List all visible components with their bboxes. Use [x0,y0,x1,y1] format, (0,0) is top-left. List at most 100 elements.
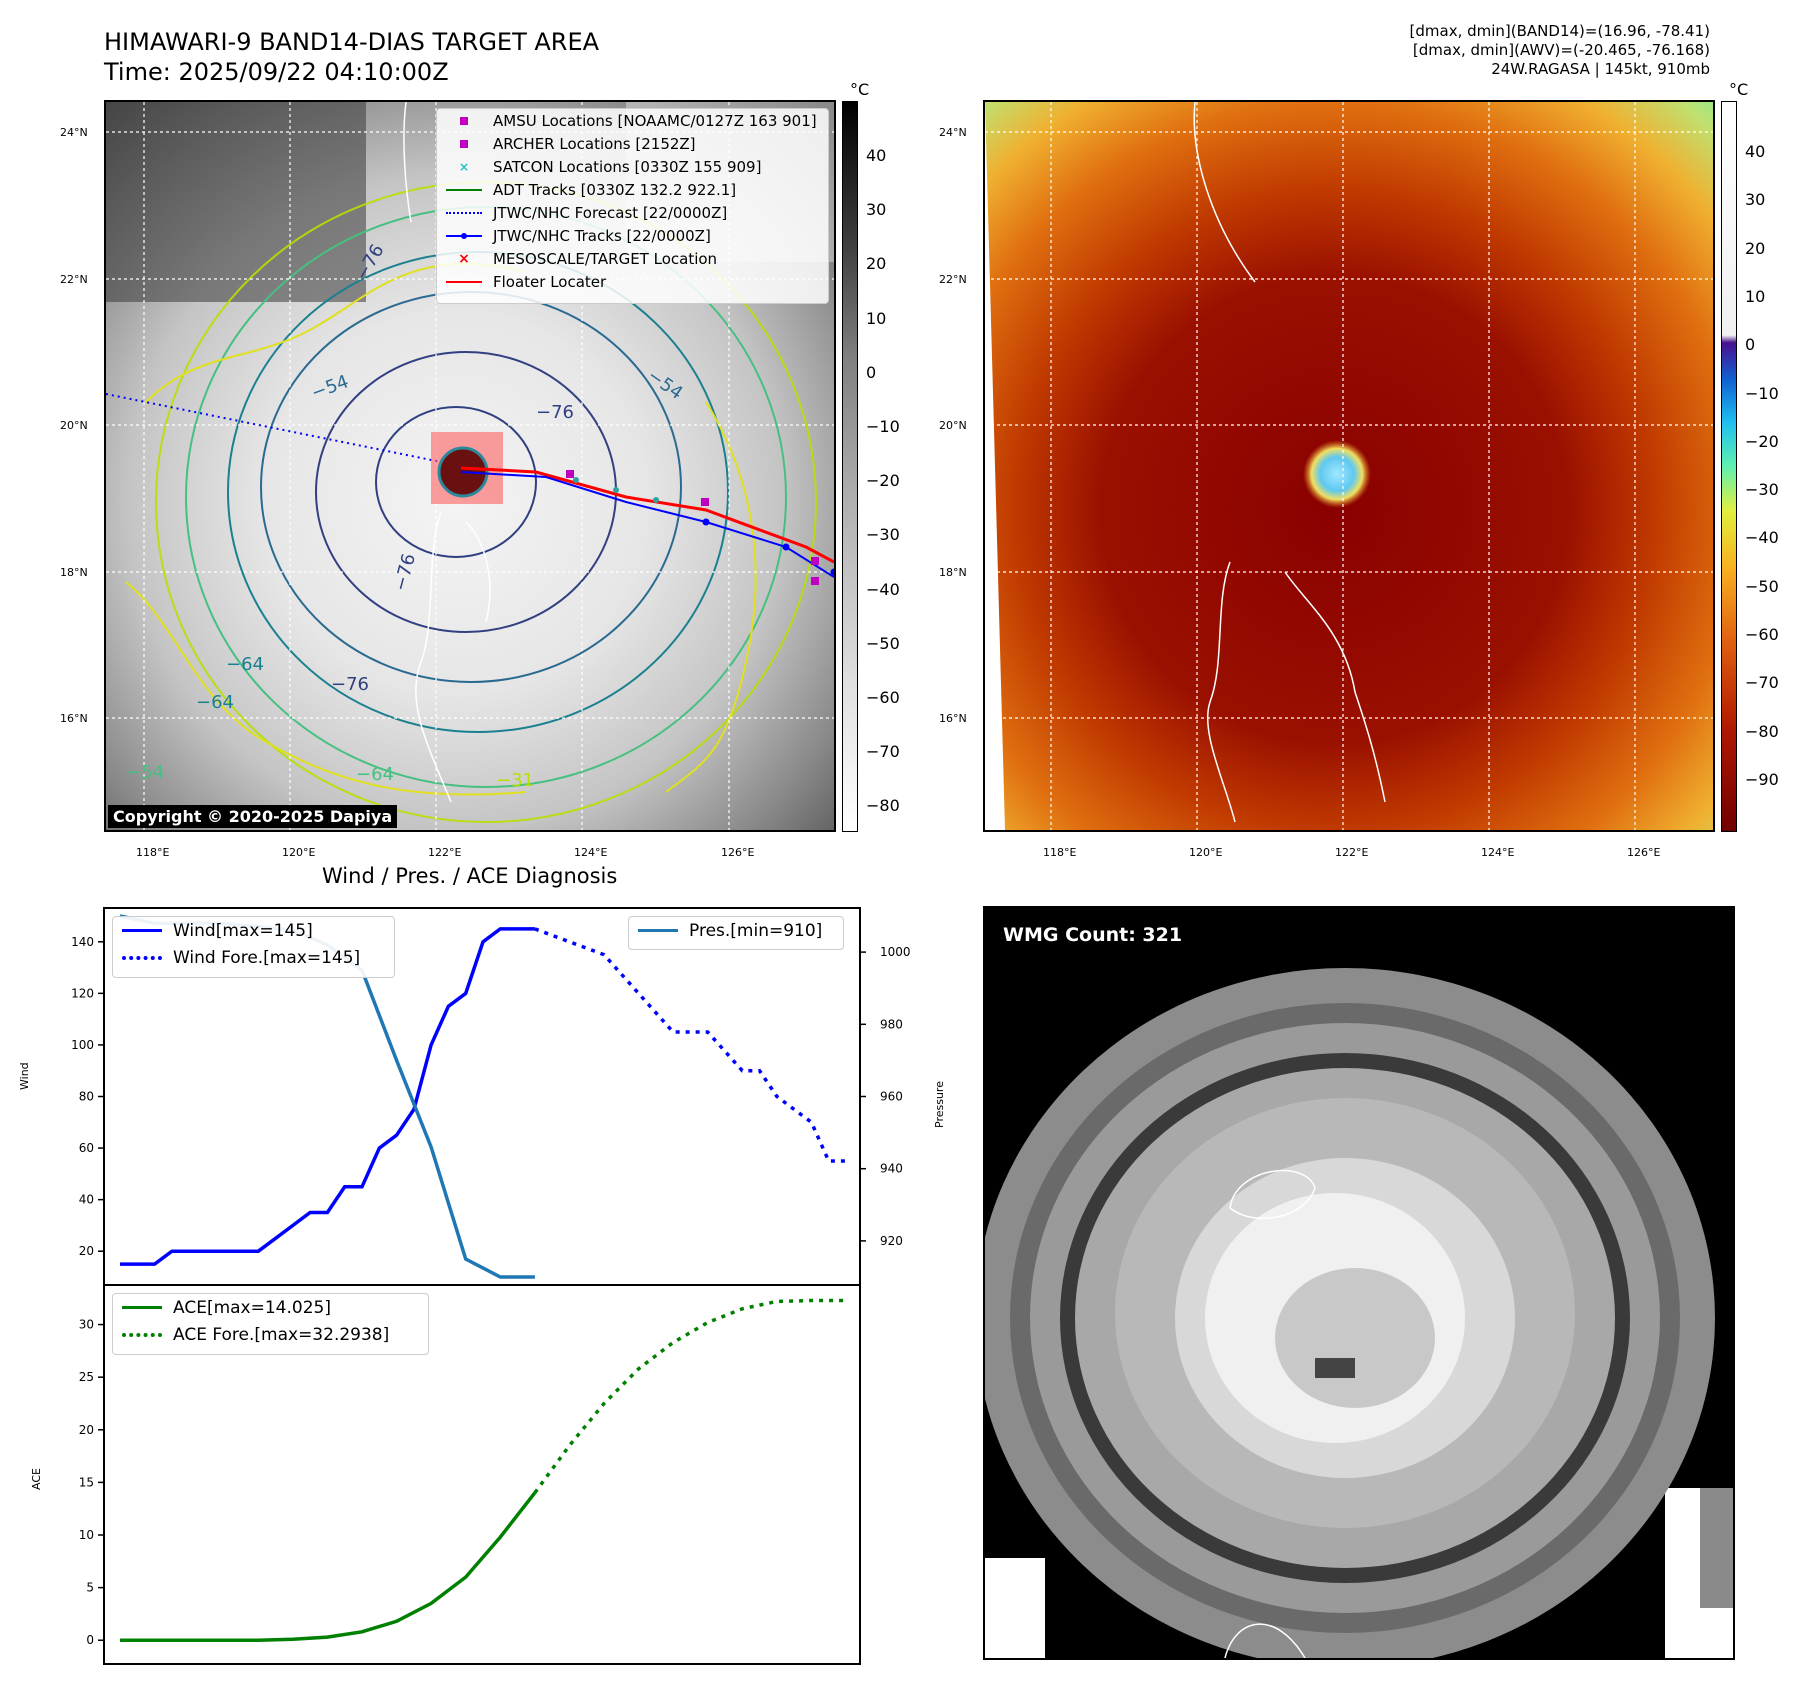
y-tick-label: 100 [71,1038,94,1052]
legend-item: Wind Fore.[max=145] [113,944,394,971]
square-marker-icon [443,136,485,152]
lat-tick: 20°N [60,419,88,432]
legend-label: SATCON Locations [0330Z 155 909] [493,157,762,176]
legend-label: ACE[max=14.025] [173,1297,331,1318]
lat-tick: 22°N [939,273,967,286]
legend-label: JTWC/NHC Forecast [22/0000Z] [493,203,728,222]
lon-tick: 122°E [428,846,462,859]
y2-tick-label: 1000 [880,945,911,959]
lon-tick: 120°E [282,846,316,859]
wind-legend: Wind[max=145] Wind Fore.[max=145] [112,916,395,978]
y-tick-label: 10 [79,1528,94,1542]
colorbar-tick-label: 0 [1745,335,1756,355]
y-tick-label: 5 [86,1581,94,1595]
storm-summary: 24W.RAGASA | 145kt, 910mb [1491,60,1710,78]
line-marker-icon [443,182,485,198]
colorbar-tick-label: −20 [866,471,900,491]
line-dot-marker-icon [443,228,485,244]
colorbar-tick-label: 30 [866,200,887,220]
lat-tick: 24°N [60,126,88,139]
legend-label: Pres.[min=910] [689,920,823,941]
colorbar-tick-label: −70 [1745,673,1779,693]
lon-tick: 118°E [1043,846,1077,859]
y-tick-label: 15 [79,1475,94,1489]
lon-tick: 118°E [136,846,170,859]
colorbar-tick-label: 20 [1745,238,1766,258]
legend-item: Pres.[min=910] [629,917,843,944]
stats-info: [dmax, dmin](BAND14)=(16.96, -78.41) [dm… [1410,22,1710,79]
y2-tick-label: 920 [880,1234,903,1248]
contour-label: −54 [126,762,164,783]
legend-item: JTWC/NHC Forecast [22/0000Z] [437,201,828,224]
legend-label: Wind Fore.[max=145] [173,947,361,968]
colorbar-tick-label: 40 [1745,142,1766,161]
lon-tick: 126°E [1627,846,1661,859]
legend-label: Floater Locater [493,272,607,291]
legend-item: × SATCON Locations [0330Z 155 909] [437,155,828,178]
figure-title: HIMAWARI-9 BAND14-DIAS TARGET AREA [104,28,600,56]
legend-item: ACE[max=14.025] [113,1294,428,1321]
colorbar-tick-label: 30 [1745,190,1766,210]
colorbar-unit: °C [850,80,870,99]
contour-label: −76 [536,402,574,423]
colorbar-tick-label: 40 [866,146,887,165]
pressure-legend: Pres.[min=910] [628,916,844,950]
wmg-panel: WMG Count: 321 [983,906,1735,1660]
legend-item: AMSU Locations [NOAAMC/0127Z 163 901] [437,109,828,132]
colorbar-tick-label: 10 [1745,286,1766,306]
y-tick-label: 140 [71,935,94,949]
legend-label: JTWC/NHC Tracks [22/0000Z] [493,226,711,245]
awv-range: [dmax, dmin](AWV)=(-20.465, -76.168) [1412,41,1710,59]
series-line [120,927,535,1266]
lon-tick: 120°E [1189,846,1223,859]
y-tick-label: 120 [71,986,94,1000]
lat-tick: 24°N [939,126,967,139]
legend-label: Wind[max=145] [173,920,313,941]
colorbar-tick-label: −50 [1745,576,1779,596]
ir-grayscale-map: −76 −76 −76 −54 −54 −64 −64 −76 −54 −64 … [104,100,836,832]
y2-tick-label: 980 [880,1017,903,1031]
colorbar-tick-label: −80 [866,796,900,816]
ace-legend: ACE[max=14.025] ACE Fore.[max=32.2938] [112,1293,429,1355]
colorbar-unit: °C [1729,80,1749,99]
dotted-line-icon [119,1327,165,1343]
lat-tick: 18°N [60,566,88,579]
y2-tick-label: 940 [880,1162,903,1176]
lon-tick: 126°E [721,846,755,859]
color-colorbar [1721,101,1737,832]
legend-label: MESOSCALE/TARGET Location [493,249,718,268]
lat-tick: 16°N [939,712,967,725]
map-legend: AMSU Locations [NOAAMC/0127Z 163 901] AR… [436,108,829,304]
colorbar-tick-label: 0 [866,362,877,382]
copyright-label: Copyright © 2020-2025 Dapiya [108,805,398,828]
colorbar-tick-label: −90 [1745,769,1779,789]
series-line [534,927,846,1163]
colorbar-tick-label: −30 [1745,480,1779,500]
legend-label: ADT Tracks [0330Z 132.2 922.1] [493,180,737,199]
y-tick-label: 20 [79,1244,94,1258]
y2-tick-label: 960 [880,1090,903,1104]
x-marker-icon: × [458,250,470,267]
y-tick-label: 60 [79,1141,94,1155]
y-tick-label: 40 [79,1193,94,1207]
y-tick-label: 25 [79,1370,94,1384]
colorbar-tick-label: −50 [866,633,900,653]
legend-item: ARCHER Locations [2152Z] [437,132,828,155]
lat-tick: 18°N [939,566,967,579]
ir-color-map [983,100,1715,832]
lon-tick: 124°E [1481,846,1515,859]
colorbar-tick-label: 20 [866,254,887,274]
band14-range: [dmax, dmin](BAND14)=(16.96, -78.41) [1409,22,1710,40]
colorbar-tick-label: −20 [1745,431,1779,451]
colorbar-tick-label: −70 [866,742,900,762]
line-marker-icon [119,1300,165,1316]
contour-label: −64 [356,764,394,785]
dotted-line-icon [119,950,165,966]
grayscale-colorbar [842,101,858,832]
legend-item: JTWC/NHC Tracks [22/0000Z] [437,224,828,247]
colorbar-tick-label: −40 [866,579,900,599]
x-marker-icon: × [458,159,470,174]
ace-axis-label: ACE [30,1468,43,1490]
line-marker-icon [443,274,485,290]
